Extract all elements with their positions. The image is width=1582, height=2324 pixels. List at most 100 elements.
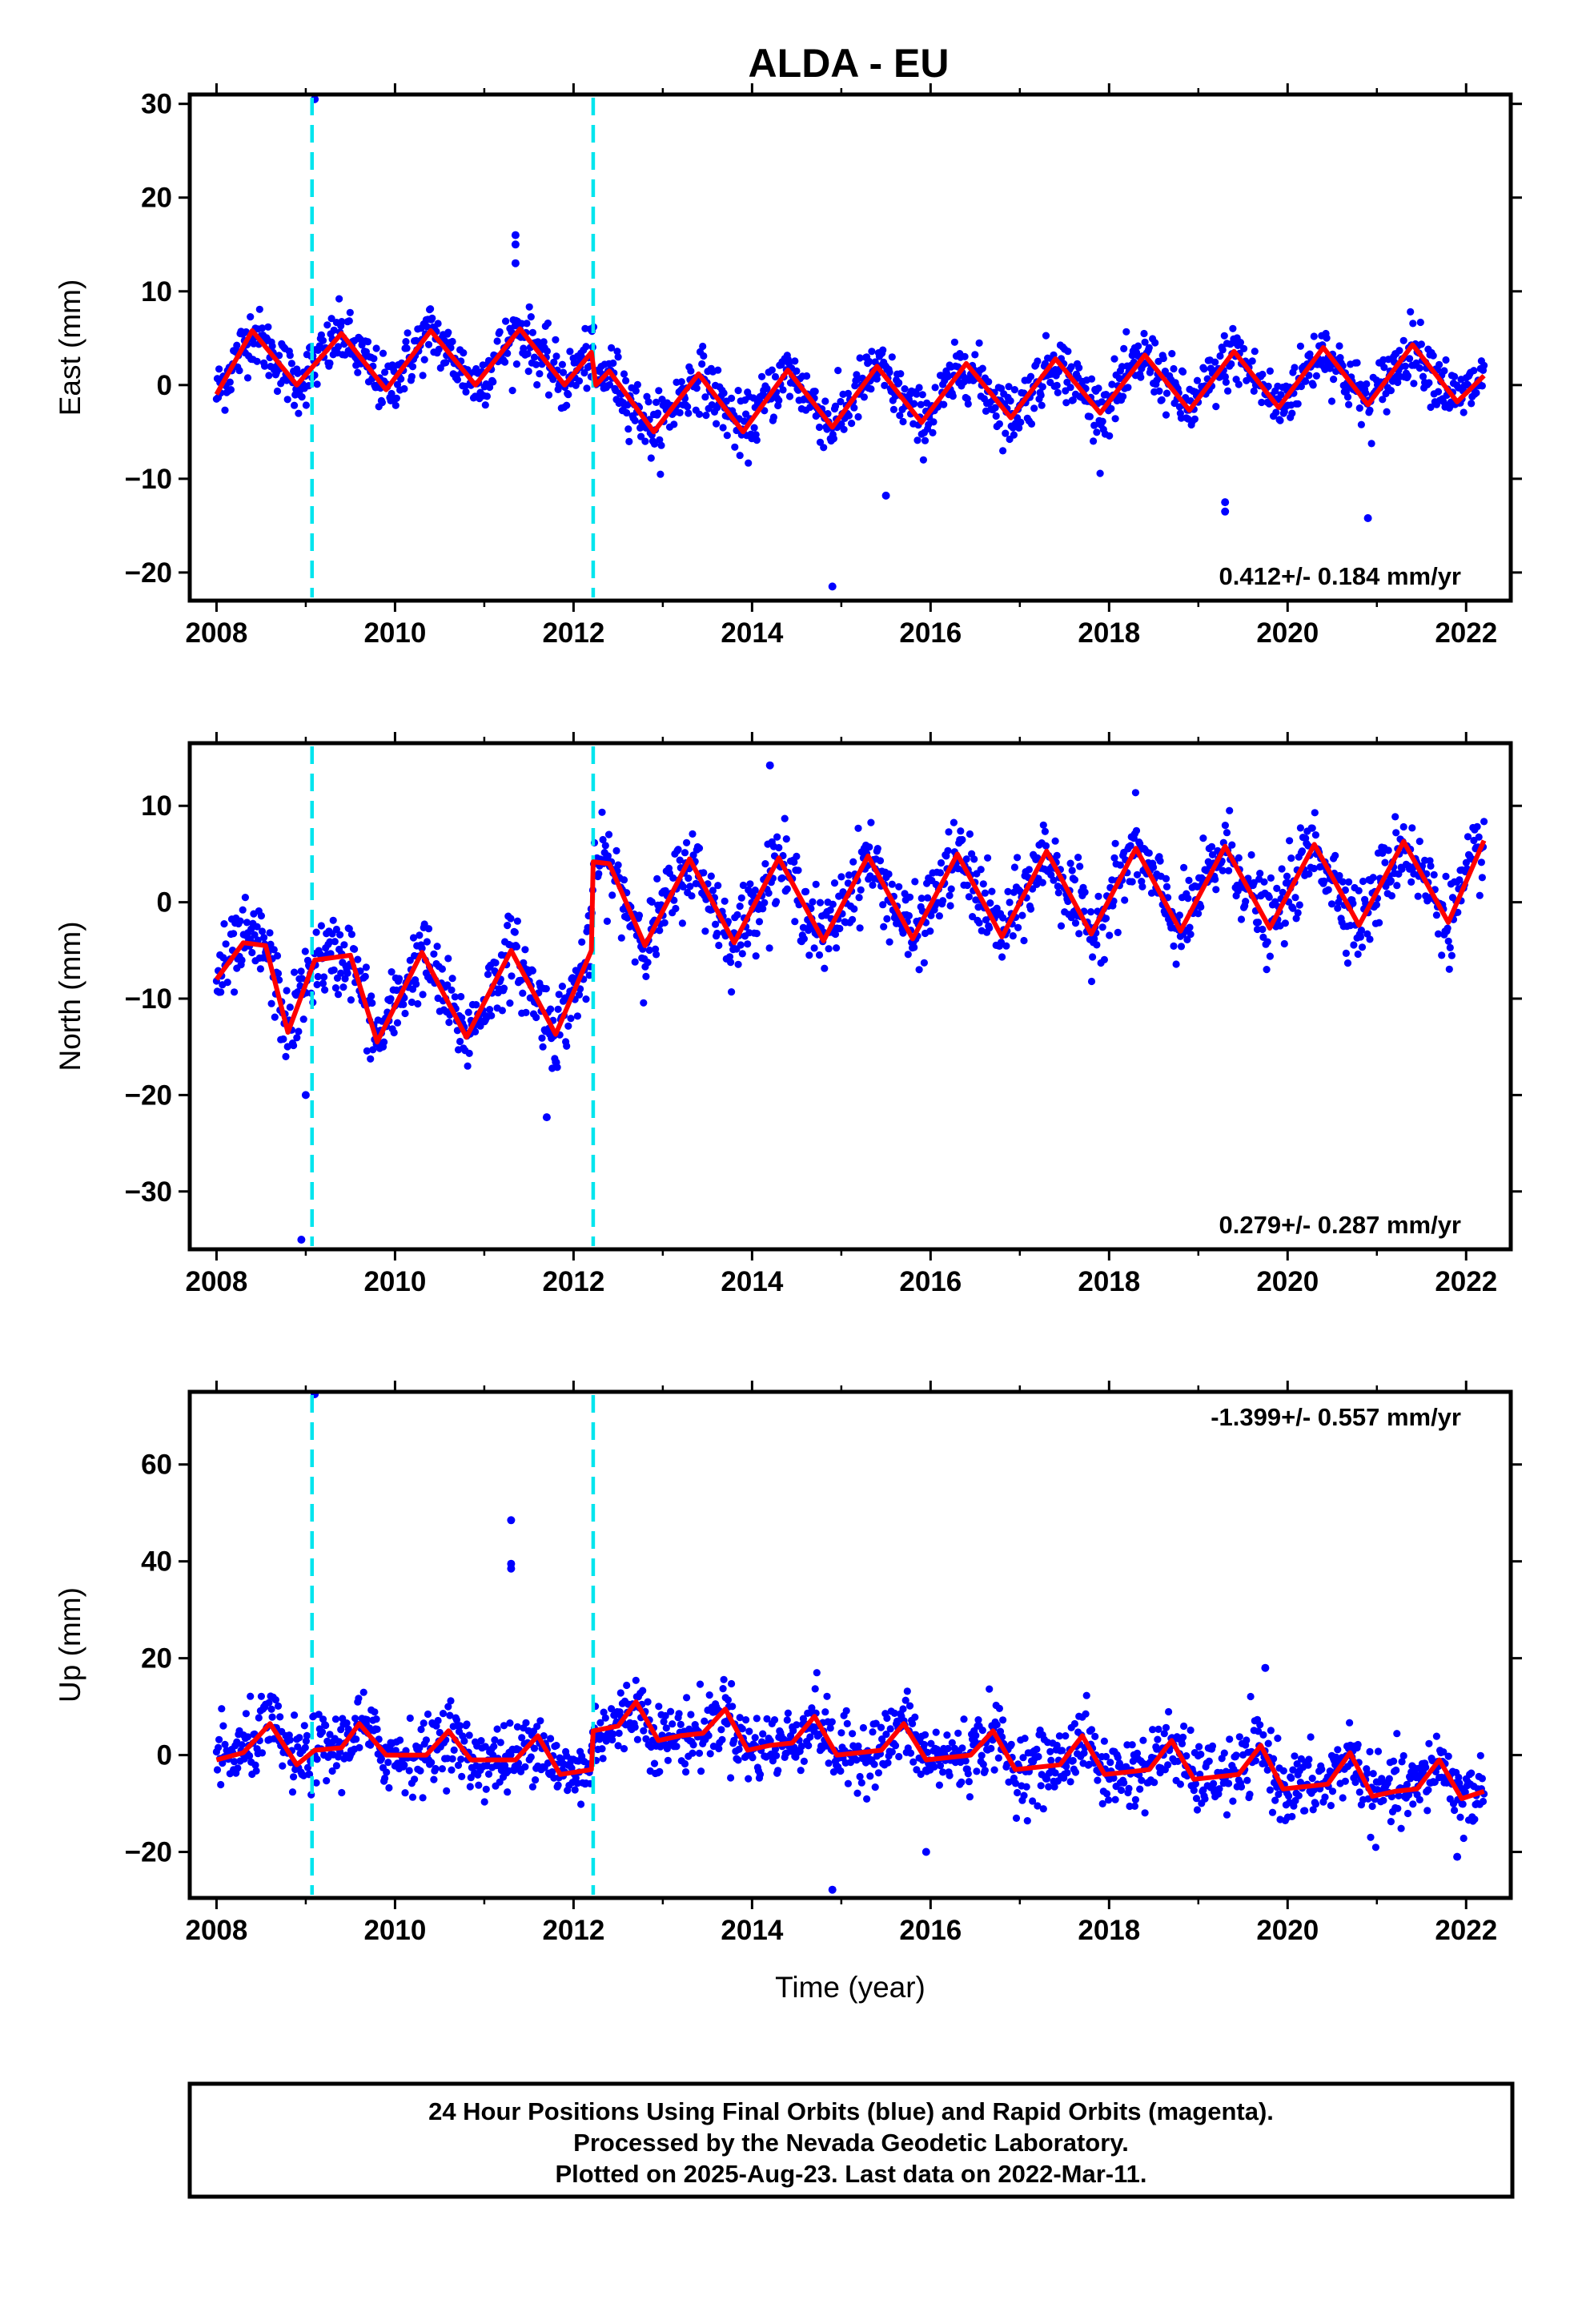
data-point	[345, 925, 353, 933]
data-point	[821, 397, 829, 405]
outlier-point	[1453, 1852, 1462, 1861]
data-point	[1159, 354, 1167, 363]
data-point	[739, 881, 748, 890]
data-point	[974, 1716, 982, 1724]
data-point	[1256, 870, 1264, 878]
data-point	[351, 1715, 359, 1723]
data-point	[713, 929, 721, 938]
data-point	[997, 384, 1006, 392]
data-point	[856, 1772, 864, 1781]
data-point	[1106, 1759, 1114, 1767]
data-point	[1017, 418, 1025, 426]
data-point	[512, 943, 521, 951]
data-point	[578, 938, 586, 946]
data-point	[724, 1696, 733, 1704]
data-point	[444, 955, 452, 963]
data-point	[493, 337, 501, 345]
data-point	[883, 915, 891, 923]
data-point	[1298, 847, 1307, 855]
data-point	[837, 1729, 845, 1737]
data-point	[1182, 1752, 1191, 1760]
data-point	[1161, 368, 1169, 376]
data-point	[631, 1723, 639, 1731]
data-point	[1110, 355, 1118, 363]
data-point	[975, 919, 983, 927]
data-point	[1311, 1800, 1319, 1808]
data-point	[1193, 376, 1202, 384]
data-point	[1237, 1783, 1246, 1791]
data-point	[1394, 1804, 1402, 1812]
data-point	[222, 940, 230, 948]
data-point	[809, 898, 817, 906]
data-point	[901, 1696, 909, 1704]
data-point	[268, 1713, 276, 1721]
data-point	[416, 1767, 424, 1775]
data-point	[1009, 932, 1017, 940]
data-point	[1427, 403, 1435, 412]
data-point	[685, 409, 693, 417]
data-point	[918, 391, 926, 399]
data-point	[1062, 1732, 1070, 1740]
chart-title: ALDA - EU	[749, 41, 950, 86]
data-point	[1186, 931, 1195, 939]
data-point	[926, 927, 934, 935]
data-point	[1087, 977, 1096, 986]
y-tick-label: −10	[125, 983, 172, 1015]
data-point	[609, 1730, 617, 1738]
data-point	[1119, 392, 1127, 400]
data-point	[705, 1691, 713, 1699]
data-point	[794, 866, 802, 875]
data-point	[1354, 1740, 1362, 1749]
data-point	[1115, 1759, 1123, 1767]
data-point	[752, 952, 760, 960]
data-point	[343, 1719, 351, 1727]
data-point	[644, 398, 652, 406]
data-point	[336, 931, 344, 939]
data-point	[290, 1773, 298, 1781]
data-point	[1341, 886, 1349, 895]
data-point	[727, 959, 735, 967]
data-point	[481, 401, 489, 409]
data-point	[979, 1760, 987, 1768]
data-point	[1071, 1768, 1080, 1776]
data-point	[910, 943, 918, 951]
data-point	[1154, 1735, 1162, 1743]
data-point	[930, 418, 938, 426]
data-point	[564, 391, 572, 399]
data-point	[608, 1705, 616, 1713]
data-point	[783, 1716, 791, 1724]
data-point	[1387, 387, 1395, 395]
data-point	[1359, 877, 1367, 886]
data-point	[322, 1721, 330, 1730]
data-point	[625, 437, 633, 446]
data-point	[1305, 372, 1313, 380]
data-point	[1305, 870, 1313, 878]
data-point	[355, 1695, 363, 1703]
data-point	[1038, 401, 1046, 409]
data-point	[528, 328, 537, 336]
data-point	[1264, 1739, 1272, 1747]
x-tick-label: 2020	[1256, 1266, 1319, 1297]
data-point	[1041, 827, 1049, 835]
data-point	[667, 1707, 675, 1715]
data-point	[1399, 1751, 1407, 1760]
y-tick-label: 20	[141, 183, 172, 214]
data-point	[614, 353, 622, 361]
data-point	[1296, 1779, 1304, 1787]
data-point	[1459, 1800, 1467, 1808]
outlier-point	[507, 1564, 516, 1573]
data-point	[1064, 897, 1072, 906]
data-point	[464, 1062, 472, 1070]
data-point	[215, 365, 223, 373]
data-point	[1387, 877, 1395, 885]
data-point	[940, 400, 948, 408]
data-point	[1141, 338, 1149, 346]
data-point	[475, 1781, 483, 1789]
data-point	[1432, 1732, 1440, 1740]
data-point	[1429, 352, 1437, 360]
data-point	[1409, 1800, 1417, 1808]
data-point	[1308, 824, 1316, 832]
data-point	[800, 1757, 809, 1765]
data-point	[1114, 928, 1122, 936]
data-point	[676, 408, 684, 416]
